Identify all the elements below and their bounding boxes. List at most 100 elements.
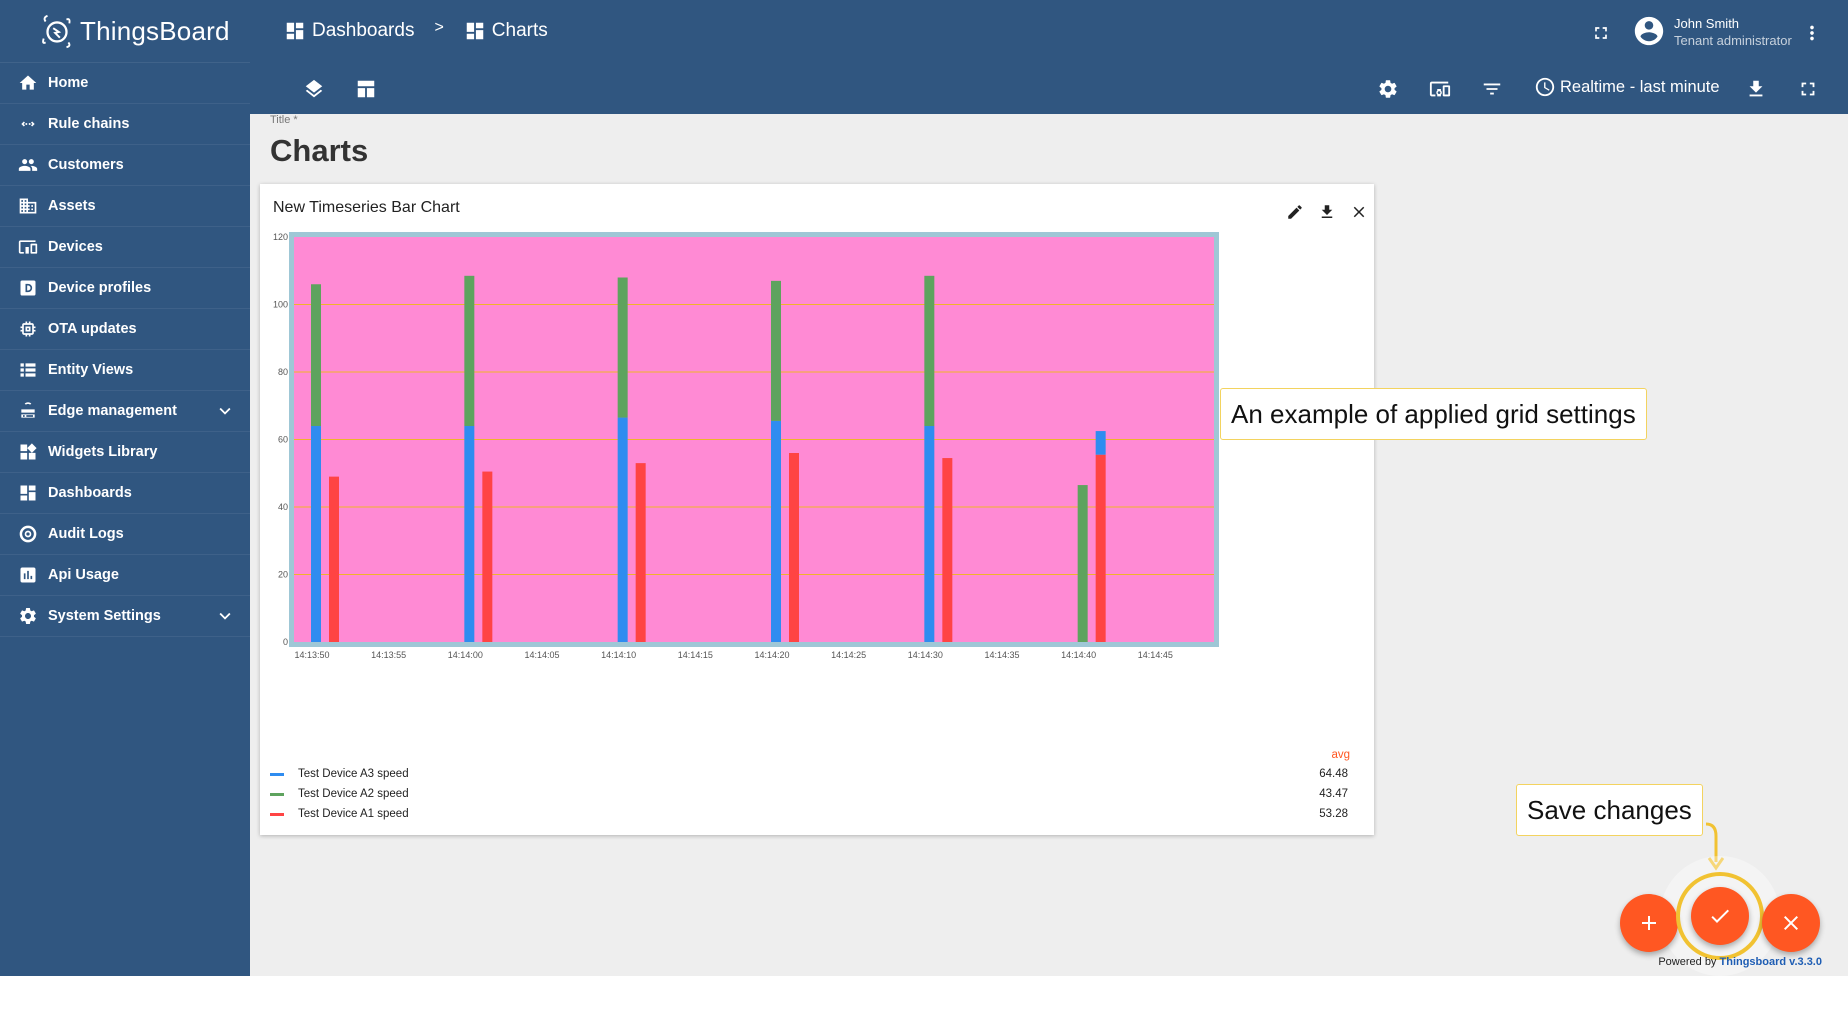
- version-link[interactable]: Thingsboard v.3.3.0: [1719, 956, 1823, 968]
- breadcrumb-label: Charts: [491, 20, 548, 41]
- x-tick-label: 14:14:20: [754, 650, 789, 660]
- sidebar-item-customers[interactable]: Customers: [0, 145, 250, 186]
- x-tick-label: 14:14:30: [908, 650, 943, 660]
- chevron-down-icon[interactable]: [214, 605, 236, 627]
- sidebar-item-rule-chains[interactable]: Rule chains: [0, 104, 250, 145]
- chart-bar: [464, 426, 475, 642]
- settings-icon[interactable]: [1374, 75, 1402, 103]
- widget-title: New Timeseries Bar Chart: [273, 199, 460, 216]
- sidebar-item-edge-management[interactable]: Edge management: [0, 391, 250, 432]
- home-icon: [16, 71, 40, 95]
- legend-item[interactable]: Test Device A2 speed 43.47: [270, 785, 1368, 803]
- y-tick-label: 40: [278, 502, 288, 512]
- breadcrumb-item-charts: Charts: [464, 20, 548, 42]
- x-tick-label: 14:13:50: [294, 650, 329, 660]
- sidebar-item-label: Assets: [48, 198, 96, 214]
- legend-swatch: [270, 772, 284, 776]
- sidebar-item-ota-updates[interactable]: OTA updates: [0, 309, 250, 350]
- user-role: Tenant administrator: [1674, 33, 1792, 48]
- sidebar-item-label: OTA updates: [48, 321, 137, 337]
- legend-item[interactable]: Test Device A1 speed 53.28: [270, 805, 1368, 823]
- legend-label: Test Device A1 speed: [298, 808, 409, 820]
- dashboards-icon: [16, 481, 40, 505]
- sidebar-item-api-usage[interactable]: Api Usage: [0, 555, 250, 596]
- dashboard-content: Title * Charts New Timeseries Bar Chart …: [250, 114, 1848, 976]
- sidebar-item-system-settings[interactable]: System Settings: [0, 596, 250, 637]
- save-highlight-ring: [1676, 872, 1764, 960]
- chart-bar: [789, 453, 799, 642]
- powered-by-text: Powered by: [1658, 956, 1720, 968]
- download-icon[interactable]: [1742, 75, 1770, 103]
- fullscreen-icon[interactable]: [1587, 19, 1615, 47]
- title-field-label: Title *: [270, 114, 298, 126]
- dashboards-icon: [466, 22, 484, 40]
- legend-swatch: [270, 792, 284, 796]
- edit-icon[interactable]: [1283, 200, 1307, 224]
- x-tick-label: 14:13:55: [371, 650, 406, 660]
- widgets-icon: [16, 440, 40, 464]
- sidebar: ThingsBoard Home Rule chains Customers Asse…: [0, 0, 250, 976]
- y-tick-label: 120: [273, 232, 288, 242]
- sidebar-item-devices[interactable]: Devices: [0, 227, 250, 268]
- chart-bar: [1077, 485, 1088, 642]
- close-icon[interactable]: [1347, 200, 1371, 224]
- x-tick-label: 14:14:05: [524, 650, 559, 660]
- sidebar-item-entity-views[interactable]: Entity Views: [0, 350, 250, 391]
- sidebar-item-assets[interactable]: Assets: [0, 186, 250, 227]
- chart-widget[interactable]: New Timeseries Bar Chart 0 20 40 60 80 100 120…: [260, 184, 1374, 835]
- save-changes-callout: Save changes: [1516, 784, 1703, 836]
- grid-settings-callout: An example of applied grid settings: [1220, 388, 1647, 440]
- breadcrumb-label: Dashboards: [312, 20, 415, 41]
- thingsboard-logo-icon: [42, 14, 71, 49]
- breadcrumb-item-dashboards[interactable]: Dashboards: [284, 20, 414, 42]
- sidebar-item-device-profiles[interactable]: Device profiles: [0, 268, 250, 309]
- sidebar-item-label: Home: [48, 75, 89, 91]
- devices-icon[interactable]: [1426, 75, 1454, 103]
- timewindow-selector[interactable]: Realtime - last minute: [1534, 76, 1720, 98]
- legend-avg-value: 64.48: [1319, 768, 1348, 780]
- sidebar-item-audit-logs[interactable]: Audit Logs: [0, 514, 250, 555]
- add-widget-button[interactable]: [1620, 894, 1678, 952]
- account-circle-icon: [1634, 16, 1664, 46]
- x-tick-label: 14:14:40: [1061, 650, 1096, 660]
- sidebar-item-label: Customers: [48, 157, 124, 173]
- sidebar-item-widgets-library[interactable]: Widgets Library: [0, 432, 250, 473]
- edge-icon: [16, 399, 40, 423]
- entity-views-icon: [16, 358, 40, 382]
- sidebar-item-label: Widgets Library: [48, 444, 158, 460]
- chart-bar: [617, 417, 628, 642]
- breadcrumb-separator: >: [434, 19, 444, 36]
- sidebar-item-label: Api Usage: [48, 567, 119, 583]
- legend-label: Test Device A3 speed: [298, 768, 409, 780]
- x-tick-label: 14:14:00: [448, 650, 483, 660]
- callout-arrow: [1705, 822, 1724, 871]
- legend-item[interactable]: Test Device A3 speed 64.48: [270, 765, 1368, 783]
- chart-bar: [1095, 431, 1106, 455]
- fullscreen-icon[interactable]: [1794, 75, 1822, 103]
- layout-icon[interactable]: [352, 75, 380, 103]
- logo[interactable]: ThingsBoard: [0, 0, 250, 63]
- y-tick-label: 20: [278, 570, 288, 580]
- sidebar-item-dashboards[interactable]: Dashboards: [0, 473, 250, 514]
- chart-bar: [1095, 454, 1106, 642]
- layers-icon[interactable]: [300, 75, 328, 103]
- legend-swatch: [270, 812, 284, 816]
- dashboard-title-input[interactable]: Charts: [270, 133, 369, 168]
- sidebar-item-label: Device profiles: [48, 280, 152, 296]
- legend-avg-value: 43.47: [1319, 788, 1348, 800]
- sidebar-item-label: Entity Views: [48, 362, 134, 378]
- discard-changes-button[interactable]: [1762, 894, 1820, 952]
- device-profiles-icon: [16, 276, 40, 300]
- chevron-down-icon[interactable]: [214, 400, 236, 422]
- customers-icon: [16, 153, 40, 177]
- devices-icon: [16, 235, 40, 259]
- more-vert-icon[interactable]: [1798, 19, 1826, 47]
- x-tick-label: 14:14:25: [831, 650, 866, 660]
- assets-icon: [16, 194, 40, 218]
- chart-bar: [942, 458, 953, 642]
- rule-chains-icon: [16, 112, 40, 136]
- filter-icon[interactable]: [1478, 75, 1506, 103]
- user-menu[interactable]: John Smith Tenant administrator: [1632, 14, 1792, 48]
- sidebar-item-home[interactable]: Home: [0, 63, 250, 104]
- download-icon[interactable]: [1315, 200, 1339, 224]
